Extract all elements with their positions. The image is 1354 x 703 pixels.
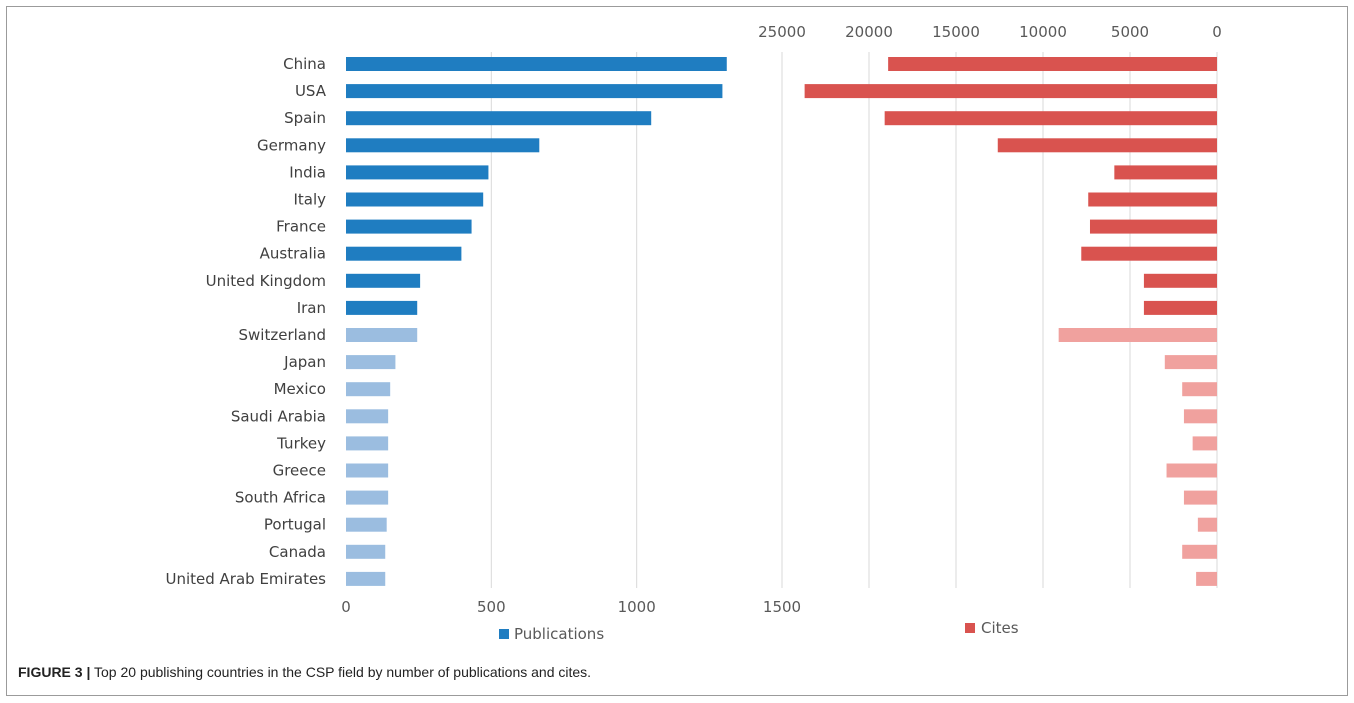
publications-bar: [346, 273, 421, 288]
cites-tick-label: 15000: [932, 23, 980, 41]
cites-tick-label: 0: [1212, 23, 1222, 41]
publications-bar: [346, 382, 391, 397]
category-label: Iran: [297, 299, 326, 317]
category-label: Mexico: [274, 380, 326, 398]
publications-bars: [346, 57, 727, 586]
cites-tick-label: 25000: [758, 23, 806, 41]
caption-label: FIGURE 3 |: [18, 664, 91, 680]
cites-gridlines: [868, 52, 1218, 588]
category-label: Turkey: [276, 434, 326, 452]
category-label: China: [283, 55, 326, 73]
publications-legend-swatch: [499, 629, 509, 639]
publications-bar: [346, 409, 389, 424]
category-label: Saudi Arabia: [231, 407, 326, 425]
cites-legend-label: Cites: [981, 619, 1019, 637]
publications-bar: [346, 544, 386, 559]
publications-tick-label: 0: [341, 598, 351, 616]
cites-bar: [1081, 246, 1217, 261]
cites-bar: [1143, 300, 1217, 315]
cites-tick-label: 10000: [1019, 23, 1067, 41]
cites-bar: [1143, 273, 1217, 288]
cites-bar: [1183, 490, 1217, 505]
cites-tick-labels: 25000 20000 15000 10000 5000 0: [758, 23, 1222, 41]
publications-tick-labels: 0 500 1000 1500: [341, 598, 801, 616]
cites-bar: [884, 111, 1217, 126]
category-label: India: [289, 163, 326, 181]
cites-bar: [1058, 328, 1217, 342]
publications-bar: [346, 138, 540, 153]
category-label: United Kingdom: [206, 272, 326, 290]
caption-text: Top 20 publishing countries in the CSP f…: [94, 664, 592, 680]
category-label: Spain: [284, 109, 326, 127]
publications-bar: [346, 57, 727, 71]
cites-bar: [888, 57, 1217, 71]
chart: China USA Spain Germany India Italy France Aust…: [165, 23, 1222, 643]
publications-bar: [346, 490, 389, 505]
legends: Publications Cites: [499, 619, 1019, 643]
figure-caption: FIGURE 3 | Top 20 publishing countries i…: [18, 664, 591, 680]
cites-bar: [1166, 463, 1217, 478]
cites-bar: [1088, 192, 1217, 207]
publications-bar: [346, 300, 418, 315]
category-labels: China USA Spain Germany India Italy France Aust…: [165, 55, 326, 588]
cites-bar: [1182, 544, 1217, 559]
publications-bar: [346, 219, 472, 234]
cites-bar: [1197, 517, 1217, 532]
cites-bar: [1164, 355, 1217, 370]
publications-bar: [346, 517, 387, 532]
publications-bar: [346, 436, 389, 451]
category-label: Italy: [293, 191, 326, 209]
publications-bar: [346, 463, 389, 478]
cites-bars: [804, 57, 1217, 586]
publications-bar: [346, 111, 652, 126]
publications-bar: [346, 192, 484, 207]
category-label: France: [276, 218, 326, 236]
category-label: South Africa: [235, 489, 326, 507]
publications-bar: [346, 571, 386, 586]
cites-bar: [1183, 409, 1217, 424]
figure-frame: [6, 6, 1348, 696]
cites-tick-label: 5000: [1111, 23, 1149, 41]
publications-bar: [346, 165, 489, 180]
publications-gridlines: [490, 52, 783, 588]
cites-legend-swatch: [965, 623, 975, 633]
cites-bar: [1089, 219, 1217, 234]
category-label: United Arab Emirates: [165, 570, 326, 588]
category-label: Switzerland: [239, 326, 327, 344]
category-label: USA: [295, 82, 327, 100]
category-label: Greece: [273, 462, 326, 480]
cites-bar: [1114, 165, 1217, 180]
publications-tick-label: 1500: [763, 598, 801, 616]
cites-bar: [997, 138, 1217, 153]
category-label: Germany: [257, 136, 326, 154]
category-label: Canada: [269, 543, 326, 561]
publications-bar: [346, 84, 723, 99]
category-label: Australia: [260, 245, 326, 263]
publications-tick-label: 500: [477, 598, 506, 616]
cites-bar: [1196, 571, 1217, 586]
category-label: Japan: [283, 353, 326, 371]
publications-bar: [346, 328, 418, 342]
cites-bar: [1192, 436, 1217, 451]
cites-bar: [804, 84, 1217, 99]
category-label: Portugal: [264, 516, 326, 534]
publications-legend-label: Publications: [514, 625, 604, 643]
cites-tick-label: 20000: [845, 23, 893, 41]
publications-bar: [346, 246, 462, 261]
publications-bar: [346, 355, 396, 370]
cites-bar: [1182, 382, 1217, 397]
publications-tick-label: 1000: [618, 598, 656, 616]
